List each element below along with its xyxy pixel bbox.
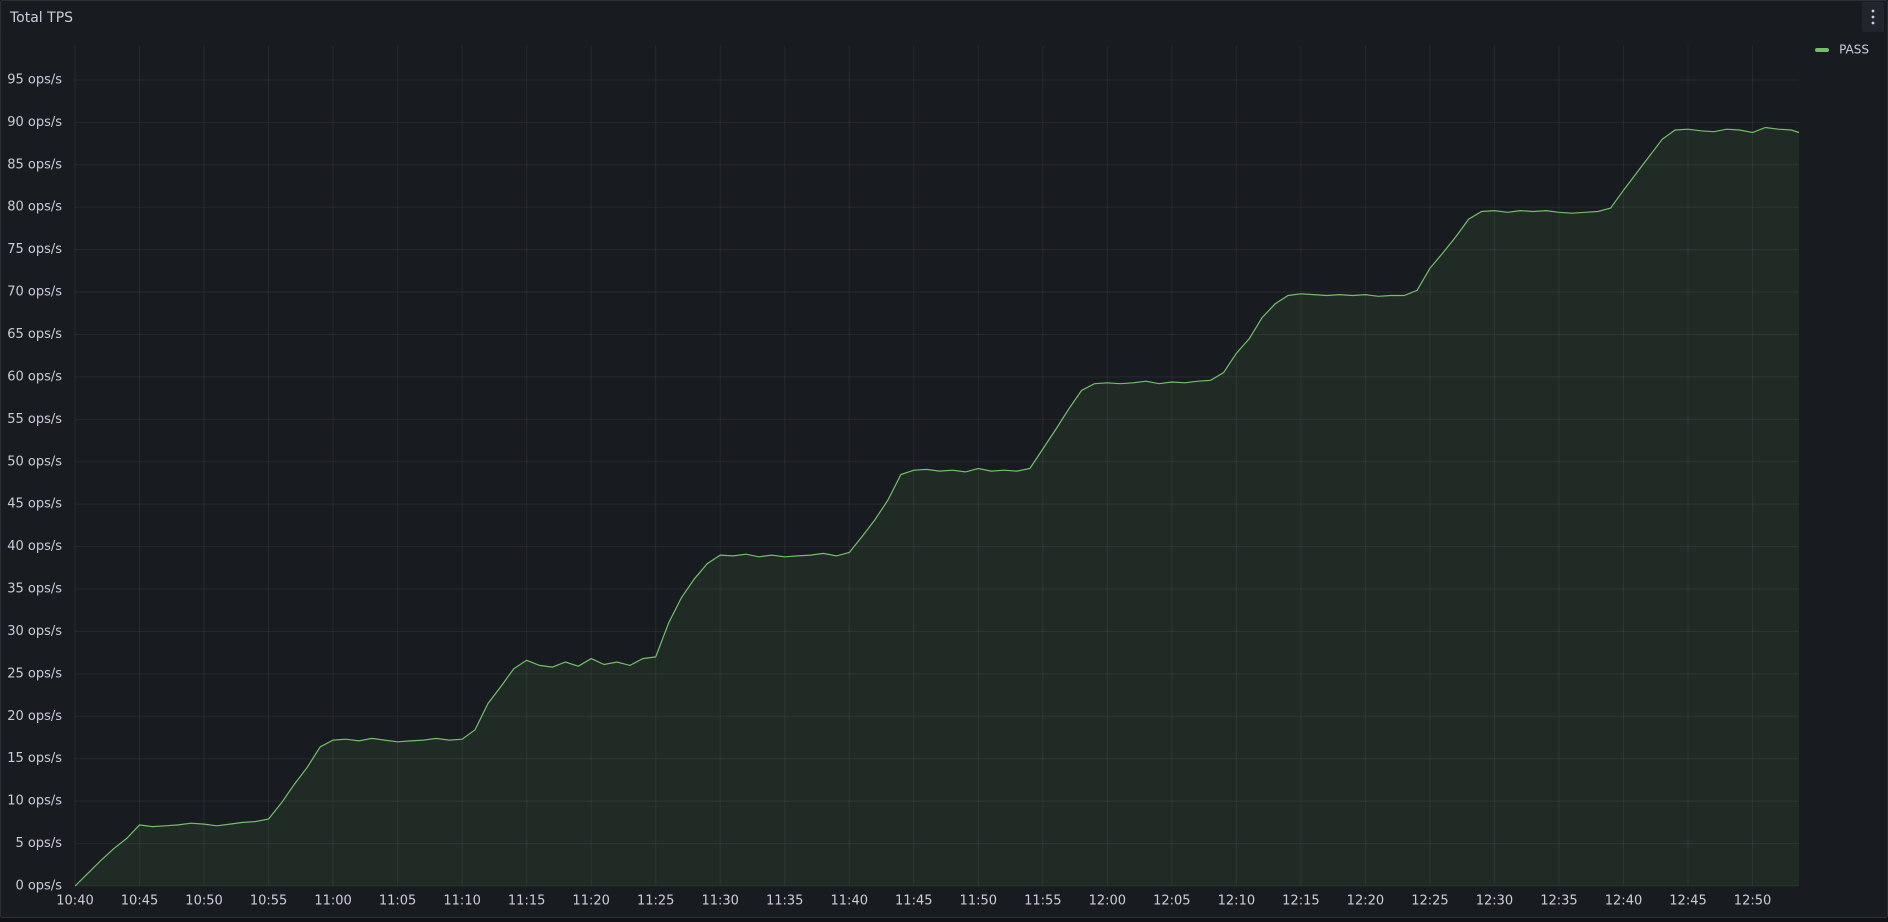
menu-dot bbox=[1871, 9, 1875, 13]
x-tick-label: 12:35 bbox=[1540, 894, 1577, 909]
y-tick-label: 85 ops/s bbox=[7, 157, 62, 172]
x-tick-label: 11:15 bbox=[508, 894, 545, 909]
x-tick-label: 11:35 bbox=[766, 894, 803, 909]
y-tick-label: 45 ops/s bbox=[7, 497, 62, 512]
y-tick-label: 40 ops/s bbox=[7, 539, 62, 554]
x-tick-label: 11:30 bbox=[701, 894, 738, 909]
y-tick-label: 30 ops/s bbox=[7, 624, 62, 639]
y-tick-label: 90 ops/s bbox=[7, 115, 62, 130]
y-tick-label: 20 ops/s bbox=[7, 709, 62, 724]
panel-title: Total TPS bbox=[9, 10, 73, 26]
x-tick-label: 12:30 bbox=[1476, 894, 1513, 909]
y-tick-label: 60 ops/s bbox=[7, 369, 62, 384]
y-tick-label: 80 ops/s bbox=[7, 200, 62, 215]
x-tick-label: 11:00 bbox=[314, 894, 351, 909]
y-tick-label: 10 ops/s bbox=[7, 794, 62, 809]
x-tick-label: 12:00 bbox=[1089, 894, 1126, 909]
x-tick-label: 11:55 bbox=[1024, 894, 1061, 909]
x-tick-label: 12:05 bbox=[1153, 894, 1190, 909]
menu-dot bbox=[1871, 21, 1875, 25]
series-area bbox=[75, 127, 1799, 886]
x-tick-label: 11:10 bbox=[443, 894, 480, 909]
x-tick-label: 11:45 bbox=[895, 894, 932, 909]
series-line bbox=[74, 126, 1800, 887]
x-tick-label: 12:10 bbox=[1218, 894, 1255, 909]
panel-menu[interactable] bbox=[1862, 2, 1884, 32]
y-tick-label: 70 ops/s bbox=[7, 285, 62, 300]
x-tick-label: 10:45 bbox=[121, 894, 158, 909]
legend-swatch bbox=[1815, 48, 1829, 52]
y-tick-label: 15 ops/s bbox=[7, 751, 62, 766]
x-tick-label: 12:20 bbox=[1347, 894, 1384, 909]
x-tick-label: 12:25 bbox=[1411, 894, 1448, 909]
y-tick-label: 35 ops/s bbox=[7, 582, 62, 597]
y-tick-label: 65 ops/s bbox=[7, 327, 62, 342]
y-tick-label: 0 ops/s bbox=[15, 879, 62, 894]
x-tick-label: 10:55 bbox=[250, 894, 287, 909]
x-tick-label: 12:50 bbox=[1734, 894, 1771, 909]
y-tick-label: 75 ops/s bbox=[7, 242, 62, 257]
y-tick-label: 25 ops/s bbox=[7, 666, 62, 681]
x-tick-label: 10:40 bbox=[56, 894, 93, 909]
y-tick-label: 5 ops/s bbox=[15, 836, 62, 851]
x-tick-label: 11:20 bbox=[572, 894, 609, 909]
y-tick-label: 50 ops/s bbox=[7, 454, 62, 469]
y-tick-label: 55 ops/s bbox=[7, 412, 62, 427]
x-tick-label: 11:05 bbox=[379, 894, 416, 909]
y-tick-label: 95 ops/s bbox=[7, 72, 62, 87]
x-tick-label: 12:15 bbox=[1282, 894, 1319, 909]
x-tick-label: 11:50 bbox=[960, 894, 997, 909]
x-tick-label: 11:25 bbox=[637, 894, 674, 909]
menu-dot bbox=[1871, 15, 1875, 19]
x-tick-label: 12:40 bbox=[1605, 894, 1642, 909]
legend-label: PASS bbox=[1839, 43, 1869, 57]
x-tick-label: 10:50 bbox=[185, 894, 222, 909]
x-tick-label: 12:45 bbox=[1669, 894, 1706, 909]
x-tick-label: 11:40 bbox=[831, 894, 868, 909]
